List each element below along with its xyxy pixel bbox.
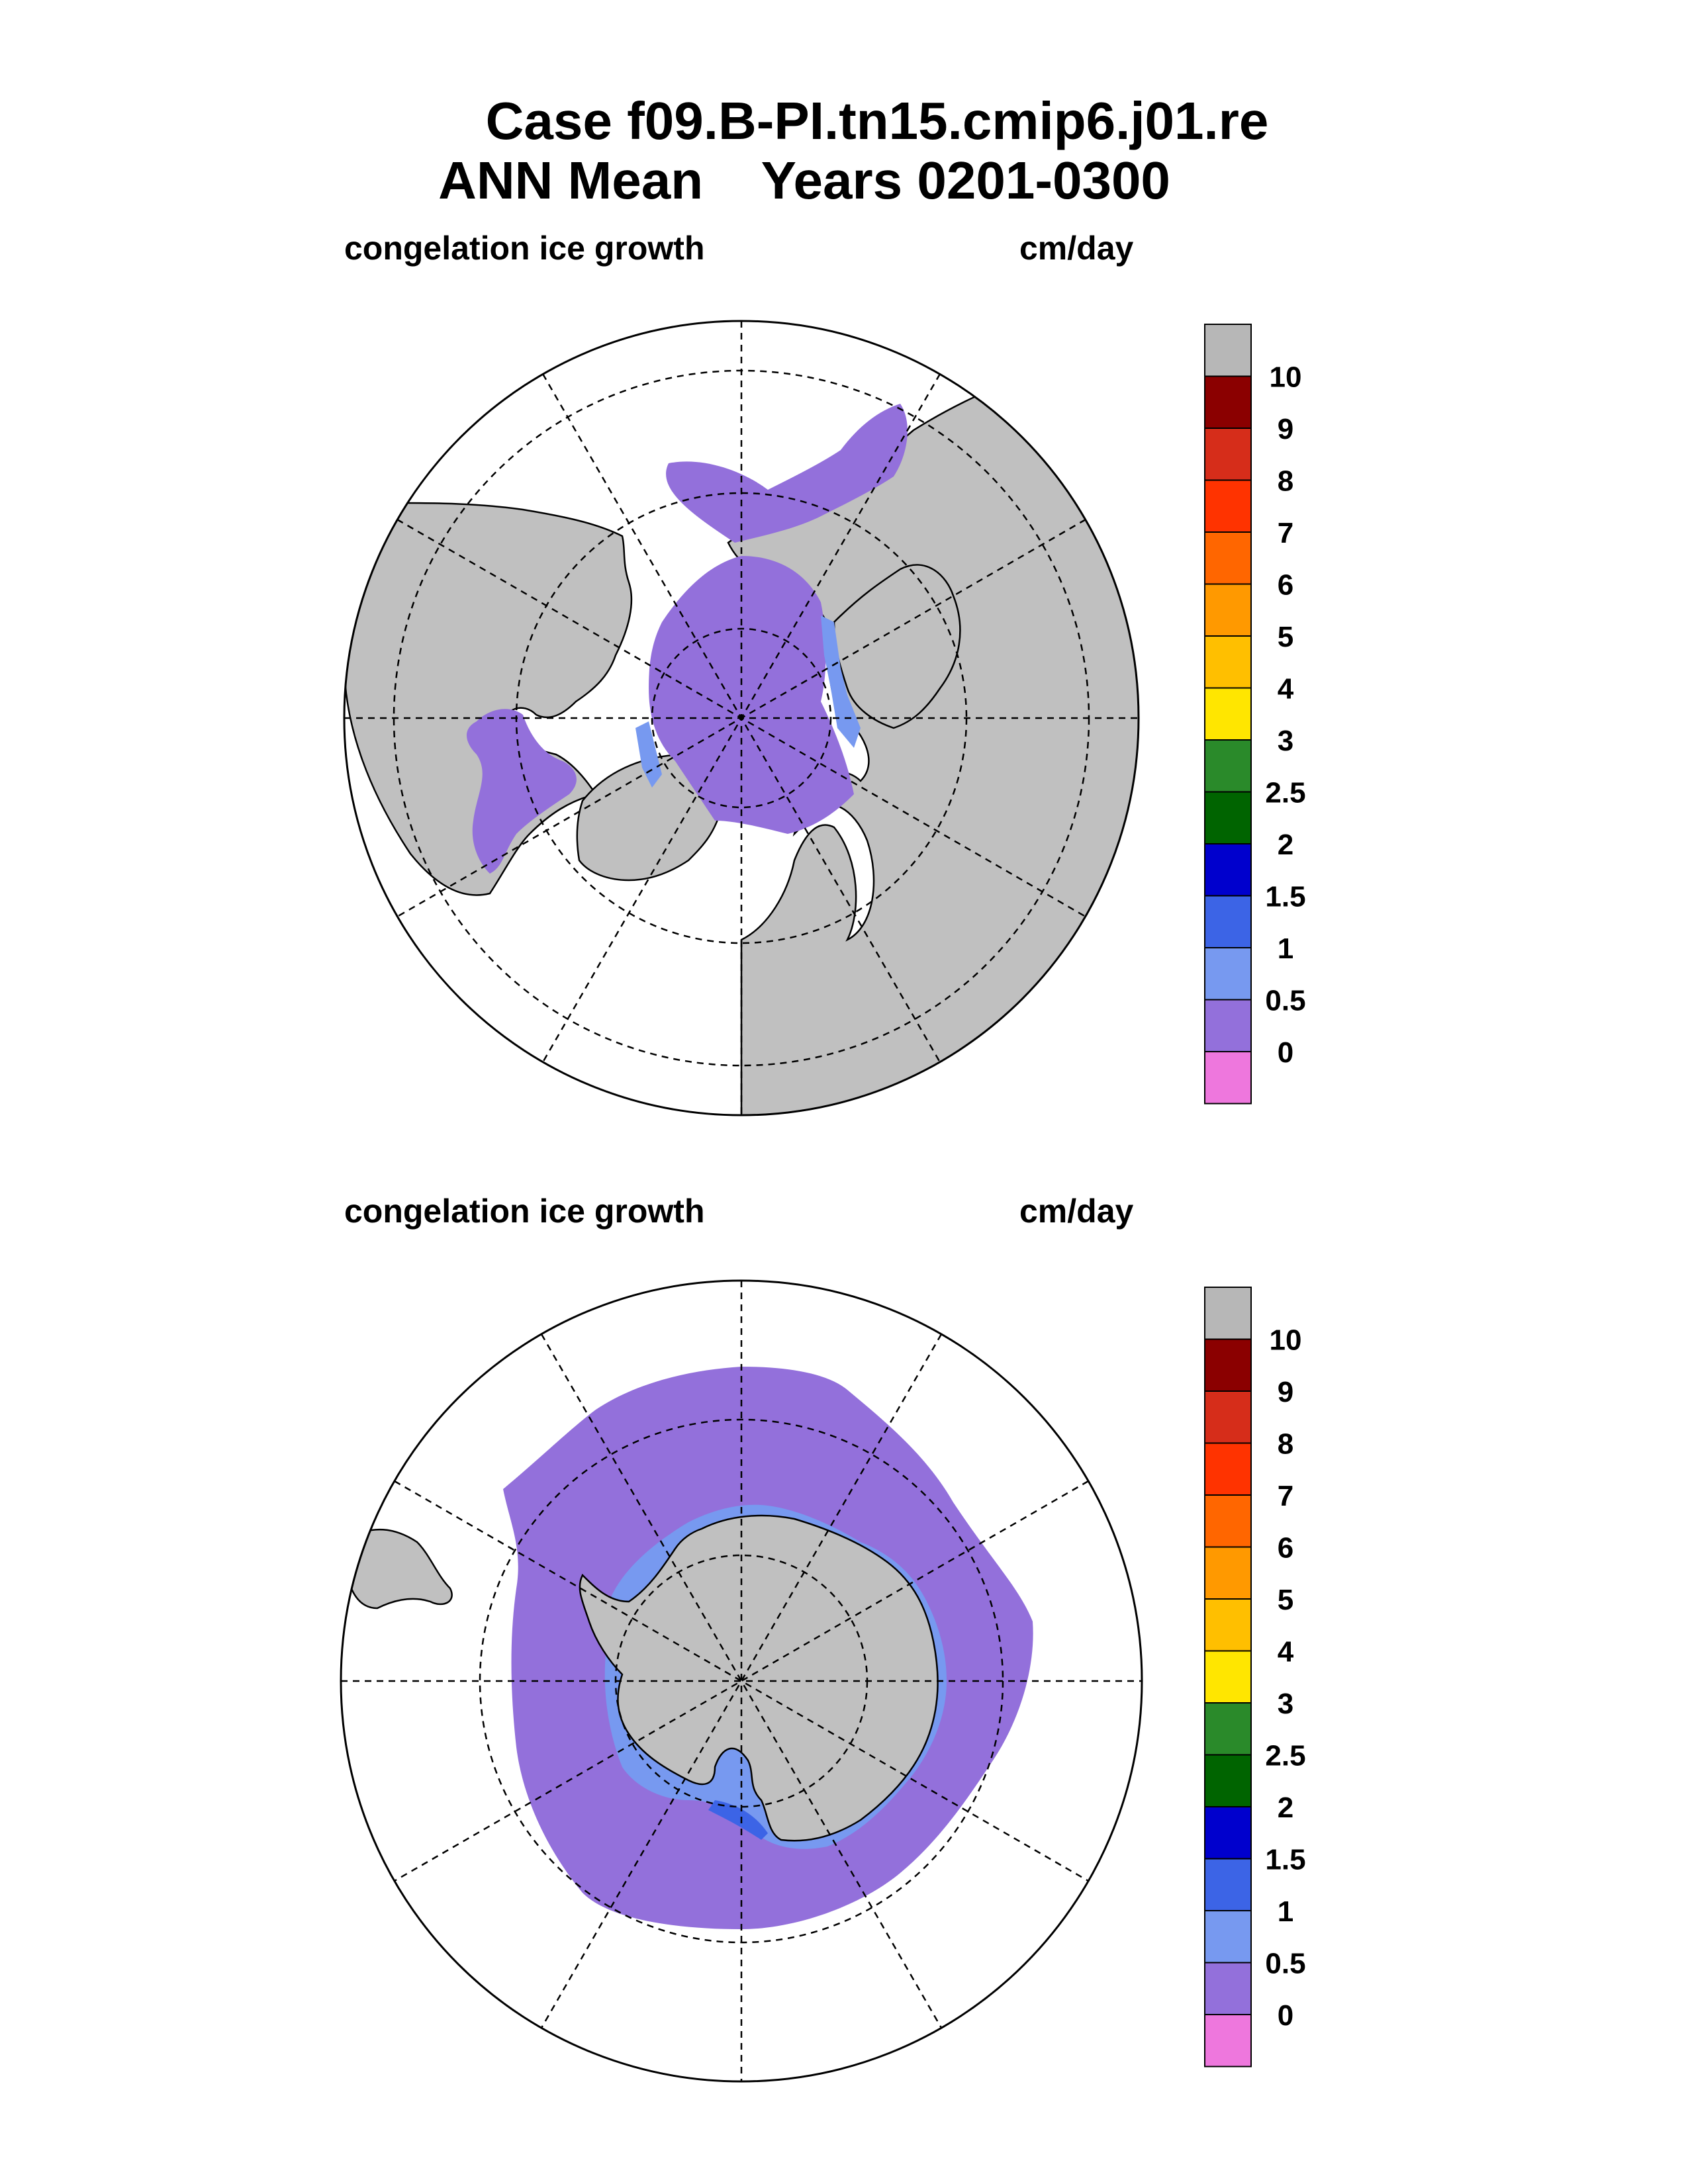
north-colorbar-swatch [1204, 428, 1252, 481]
south-colorbar-tick-label: 1.5 [1265, 1844, 1305, 1876]
south-colorbar-tick-label: 2 [1278, 1792, 1293, 1824]
south-map-fields [341, 1281, 1142, 2081]
north-colorbar-tick-label: 2 [1278, 829, 1293, 861]
south-colorbar-tick-label: 8 [1278, 1428, 1293, 1461]
plot-title-case: Case f09.B-PI.tn15.cmip6.j01.re [485, 91, 1269, 150]
north-colorbar-tick-label: 0.5 [1265, 985, 1305, 1017]
north-colorbar-swatch [1204, 947, 1252, 1001]
south-colorbar-swatch [1204, 1702, 1252, 1756]
south-colorbar-swatch [1204, 1287, 1252, 1340]
south-land-south-america [343, 1528, 453, 1610]
north-colorbar-swatch [1204, 531, 1252, 585]
north-colorbar-swatch [1204, 791, 1252, 844]
south-variable-label: congelation ice growth [344, 1193, 705, 1230]
south-ice-mid-ross [708, 1800, 768, 1840]
north-colorbar-swatch [1204, 999, 1252, 1052]
south-polar-map: 10 9 8 7 6 5 4 3 2.5 2 1.5 1 0.5 0 [340, 1279, 1306, 2083]
south-colorbar-tick-label: 7 [1278, 1480, 1293, 1512]
north-sea-ice-hudson [467, 709, 577, 874]
north-colorbar-tick-label: 7 [1278, 517, 1293, 549]
south-colorbar-swatch [1204, 1390, 1252, 1444]
north-colorbar-swatch [1204, 324, 1252, 377]
north-colorbar-swatch [1204, 895, 1252, 948]
south-colorbar-swatch [1204, 1546, 1252, 1600]
south-colorbar-swatch [1204, 1962, 1252, 2015]
south-colorbar-tick-label: 0.5 [1265, 1948, 1305, 1980]
south-colorbar-tick-label: 1 [1278, 1895, 1293, 1928]
south-colorbar-swatch [1204, 1806, 1252, 1860]
north-colorbar-swatch [1204, 843, 1252, 897]
south-map-border [340, 1279, 1143, 2083]
south-units-label: cm/day [1019, 1193, 1134, 1230]
north-colorbar-swatch [1204, 635, 1252, 689]
north-colorbar-tick-label: 6 [1278, 569, 1293, 602]
south-colorbar-tick-label: 5 [1278, 1584, 1293, 1616]
south-colorbar-tick-label: 10 [1270, 1324, 1302, 1357]
south-colorbar: 10 9 8 7 6 5 4 3 2.5 2 1.5 1 0.5 0 [1204, 1287, 1306, 2068]
north-colorbar-tick-label: 5 [1278, 621, 1293, 653]
north-colorbar-tick-label: 10 [1270, 361, 1302, 394]
north-land-greenland [576, 753, 724, 882]
north-colorbar-tick-label: 2.5 [1265, 777, 1305, 809]
south-colorbar-swatch [1204, 1858, 1252, 1911]
south-colorbar-swatch [1204, 1754, 1252, 1807]
north-sea-ice-arctic [649, 556, 854, 834]
south-colorbar-swatch [1204, 1650, 1252, 1704]
south-land-antarctica [579, 1514, 939, 1842]
north-colorbar-swatch [1204, 583, 1252, 637]
south-colorbar-tick-label: 2.5 [1265, 1740, 1305, 1772]
north-sea-ice-barents [666, 404, 908, 543]
north-colorbar: 10 9 8 7 6 5 4 3 2.5 2 1.5 1 0.5 0 [1204, 324, 1306, 1105]
south-colorbar-tick-label: 3 [1278, 1688, 1293, 1720]
north-colorbar-tick-label: 9 [1278, 413, 1293, 445]
south-graticule [341, 1281, 1142, 2081]
south-colorbar-tick-label: 9 [1278, 1376, 1293, 1408]
north-colorbar-tick-label: 0 [1278, 1036, 1293, 1069]
north-map-border [343, 320, 1140, 1116]
north-colorbar-tick-label: 1.5 [1265, 881, 1305, 913]
north-colorbar-swatch [1204, 479, 1252, 533]
north-colorbar-swatch [1204, 739, 1252, 793]
south-colorbar-swatch [1204, 1598, 1252, 1652]
north-ice-edge-canadian [635, 721, 662, 788]
north-units-label: cm/day [1019, 230, 1134, 267]
south-colorbar-swatch [1204, 2014, 1252, 2068]
north-colorbar-tick-label: 3 [1278, 725, 1293, 757]
south-colorbar-swatch [1204, 1910, 1252, 1964]
south-colorbar-swatch [1204, 1494, 1252, 1548]
plot-title-period: ANN Mean Years 0201-0300 [438, 151, 1170, 210]
north-polar-map: 10 9 8 7 6 5 4 3 2.5 2 1.5 1 0.5 0 [343, 320, 1306, 1116]
north-map-fields [344, 321, 1139, 1115]
north-colorbar-swatch [1204, 375, 1252, 429]
south-colorbar-tick-label: 0 [1278, 1999, 1293, 2032]
north-land-siberia [833, 564, 961, 729]
north-colorbar-tick-label: 4 [1278, 673, 1294, 705]
south-colorbar-tick-label: 4 [1278, 1636, 1294, 1668]
north-ice-edge-siberian [821, 615, 861, 748]
south-colorbar-swatch [1204, 1442, 1252, 1496]
south-colorbar-swatch [1204, 1338, 1252, 1392]
north-colorbar-swatch [1204, 1051, 1252, 1105]
north-colorbar-tick-label: 8 [1278, 465, 1293, 498]
north-variable-label: congelation ice growth [344, 230, 705, 267]
south-colorbar-tick-label: 6 [1278, 1532, 1293, 1565]
north-graticule [344, 321, 1139, 1115]
north-colorbar-swatch [1204, 687, 1252, 741]
north-colorbar-tick-label: 1 [1278, 933, 1293, 965]
